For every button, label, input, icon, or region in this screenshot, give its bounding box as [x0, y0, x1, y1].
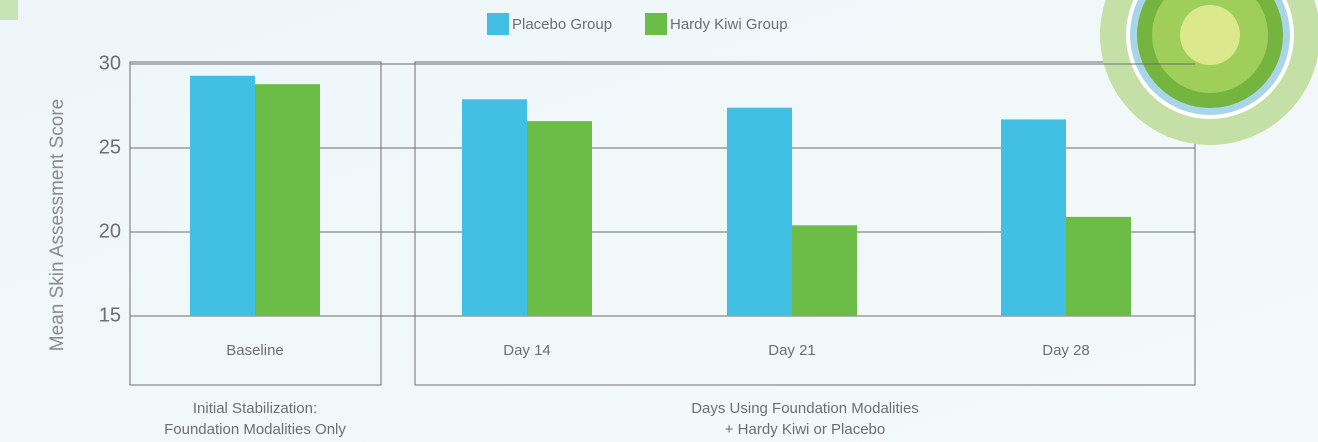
legend-label: Placebo Group: [512, 16, 612, 33]
group-label: + Hardy Kiwi or Placebo: [725, 421, 886, 438]
legend-swatch: [487, 13, 509, 35]
y-tick-label: 25: [99, 136, 121, 158]
bar: [190, 76, 255, 316]
x-tick-label: Baseline: [226, 342, 284, 359]
y-axis-label: Mean Skin Assessment Score: [47, 99, 68, 351]
bar: [1001, 119, 1066, 316]
legend-label: Hardy Kiwi Group: [670, 16, 788, 33]
bar: [792, 225, 857, 316]
group-label: Days Using Foundation Modalities: [691, 400, 919, 417]
y-tick-label: 20: [99, 220, 121, 242]
y-tick-label: 15: [99, 304, 121, 326]
chart: Mean Skin Assessment Score 15 20 25 30 Basel…: [0, 0, 1318, 442]
group-label: Initial Stabilization:: [193, 400, 317, 417]
bar: [1066, 217, 1131, 316]
bar: [462, 99, 527, 316]
x-tick-label: Day 28: [1042, 342, 1090, 359]
corner-decoration: [0, 0, 18, 20]
group-label: Foundation Modalities Only: [164, 421, 346, 438]
bar: [255, 84, 320, 316]
x-tick-label: Day 14: [503, 342, 551, 359]
bar: [527, 121, 592, 316]
bar: [727, 108, 792, 316]
legend-swatch: [645, 13, 667, 35]
y-tick-label: 30: [99, 52, 121, 74]
x-tick-label: Day 21: [768, 342, 816, 359]
